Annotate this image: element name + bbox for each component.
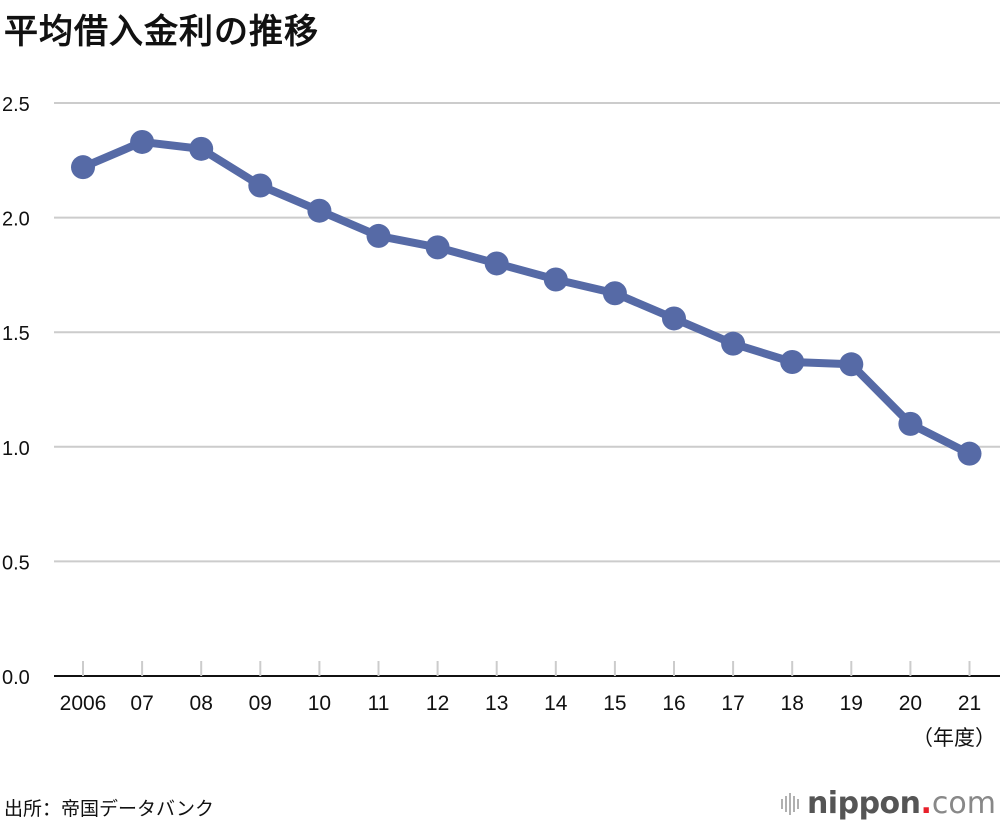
data-point bbox=[543, 267, 568, 292]
logo-tld: com bbox=[931, 786, 996, 821]
data-point bbox=[189, 136, 214, 161]
x-tick-label: 20 bbox=[899, 692, 922, 715]
data-point bbox=[130, 129, 155, 154]
series-line bbox=[71, 129, 982, 466]
x-tick-label: 21 bbox=[958, 692, 981, 715]
data-point bbox=[721, 331, 746, 356]
x-tick-label: 12 bbox=[426, 692, 449, 715]
data-point bbox=[484, 251, 509, 276]
data-point bbox=[602, 281, 627, 306]
y-tick-label: 1.0 bbox=[2, 438, 30, 460]
data-point bbox=[71, 155, 95, 180]
chart-title: 平均借入金利の推移 bbox=[4, 12, 319, 52]
data-point bbox=[425, 235, 450, 260]
x-tick-label: 13 bbox=[485, 692, 508, 715]
x-tick-label: 18 bbox=[781, 692, 804, 715]
data-point bbox=[780, 349, 805, 374]
x-tick-label: 17 bbox=[721, 692, 744, 715]
data-point bbox=[898, 411, 923, 436]
x-tick-label: 10 bbox=[308, 692, 331, 715]
y-tick-label: 0.0 bbox=[2, 667, 30, 689]
x-tick-label: 2006 bbox=[60, 692, 107, 715]
data-point bbox=[307, 198, 332, 223]
data-point bbox=[366, 223, 391, 248]
data-point bbox=[839, 352, 864, 377]
y-tick-label: 2.5 bbox=[2, 94, 30, 116]
x-tick-label: 14 bbox=[544, 692, 568, 715]
data-point bbox=[662, 306, 686, 331]
y-tick-label: 0.5 bbox=[2, 552, 30, 574]
logo-dot: . bbox=[920, 786, 932, 821]
x-tick-label: 07 bbox=[130, 692, 153, 715]
y-axis-ticks: 0.0 0.5 1.0 1.5 2.0 2.5 bbox=[2, 94, 30, 689]
y-tick-label: 2.0 bbox=[2, 209, 30, 231]
x-tick-label: 08 bbox=[190, 692, 213, 715]
x-axis-ticks: 2006 07 08 09 10 11 12 13 14 15 16 17 18 19 20 21 bbox=[60, 661, 981, 715]
data-point bbox=[957, 441, 982, 466]
sound-wave-icon bbox=[780, 792, 799, 815]
y-tick-label: 1.5 bbox=[2, 323, 30, 345]
x-tick-label: 16 bbox=[662, 692, 685, 715]
x-tick-label: 09 bbox=[249, 692, 272, 715]
x-tick-label: 15 bbox=[603, 692, 626, 715]
x-tick-label: 11 bbox=[368, 692, 390, 715]
nippon-com-logo: nippon. com bbox=[780, 786, 996, 821]
x-axis-unit-label: （年度） bbox=[912, 726, 996, 750]
data-point bbox=[248, 173, 273, 198]
source-note: 出所：帝国データバンク bbox=[4, 798, 214, 820]
logo-brand: nippon bbox=[806, 786, 921, 821]
x-tick-label: 19 bbox=[840, 692, 863, 715]
gridlines bbox=[54, 102, 1000, 677]
